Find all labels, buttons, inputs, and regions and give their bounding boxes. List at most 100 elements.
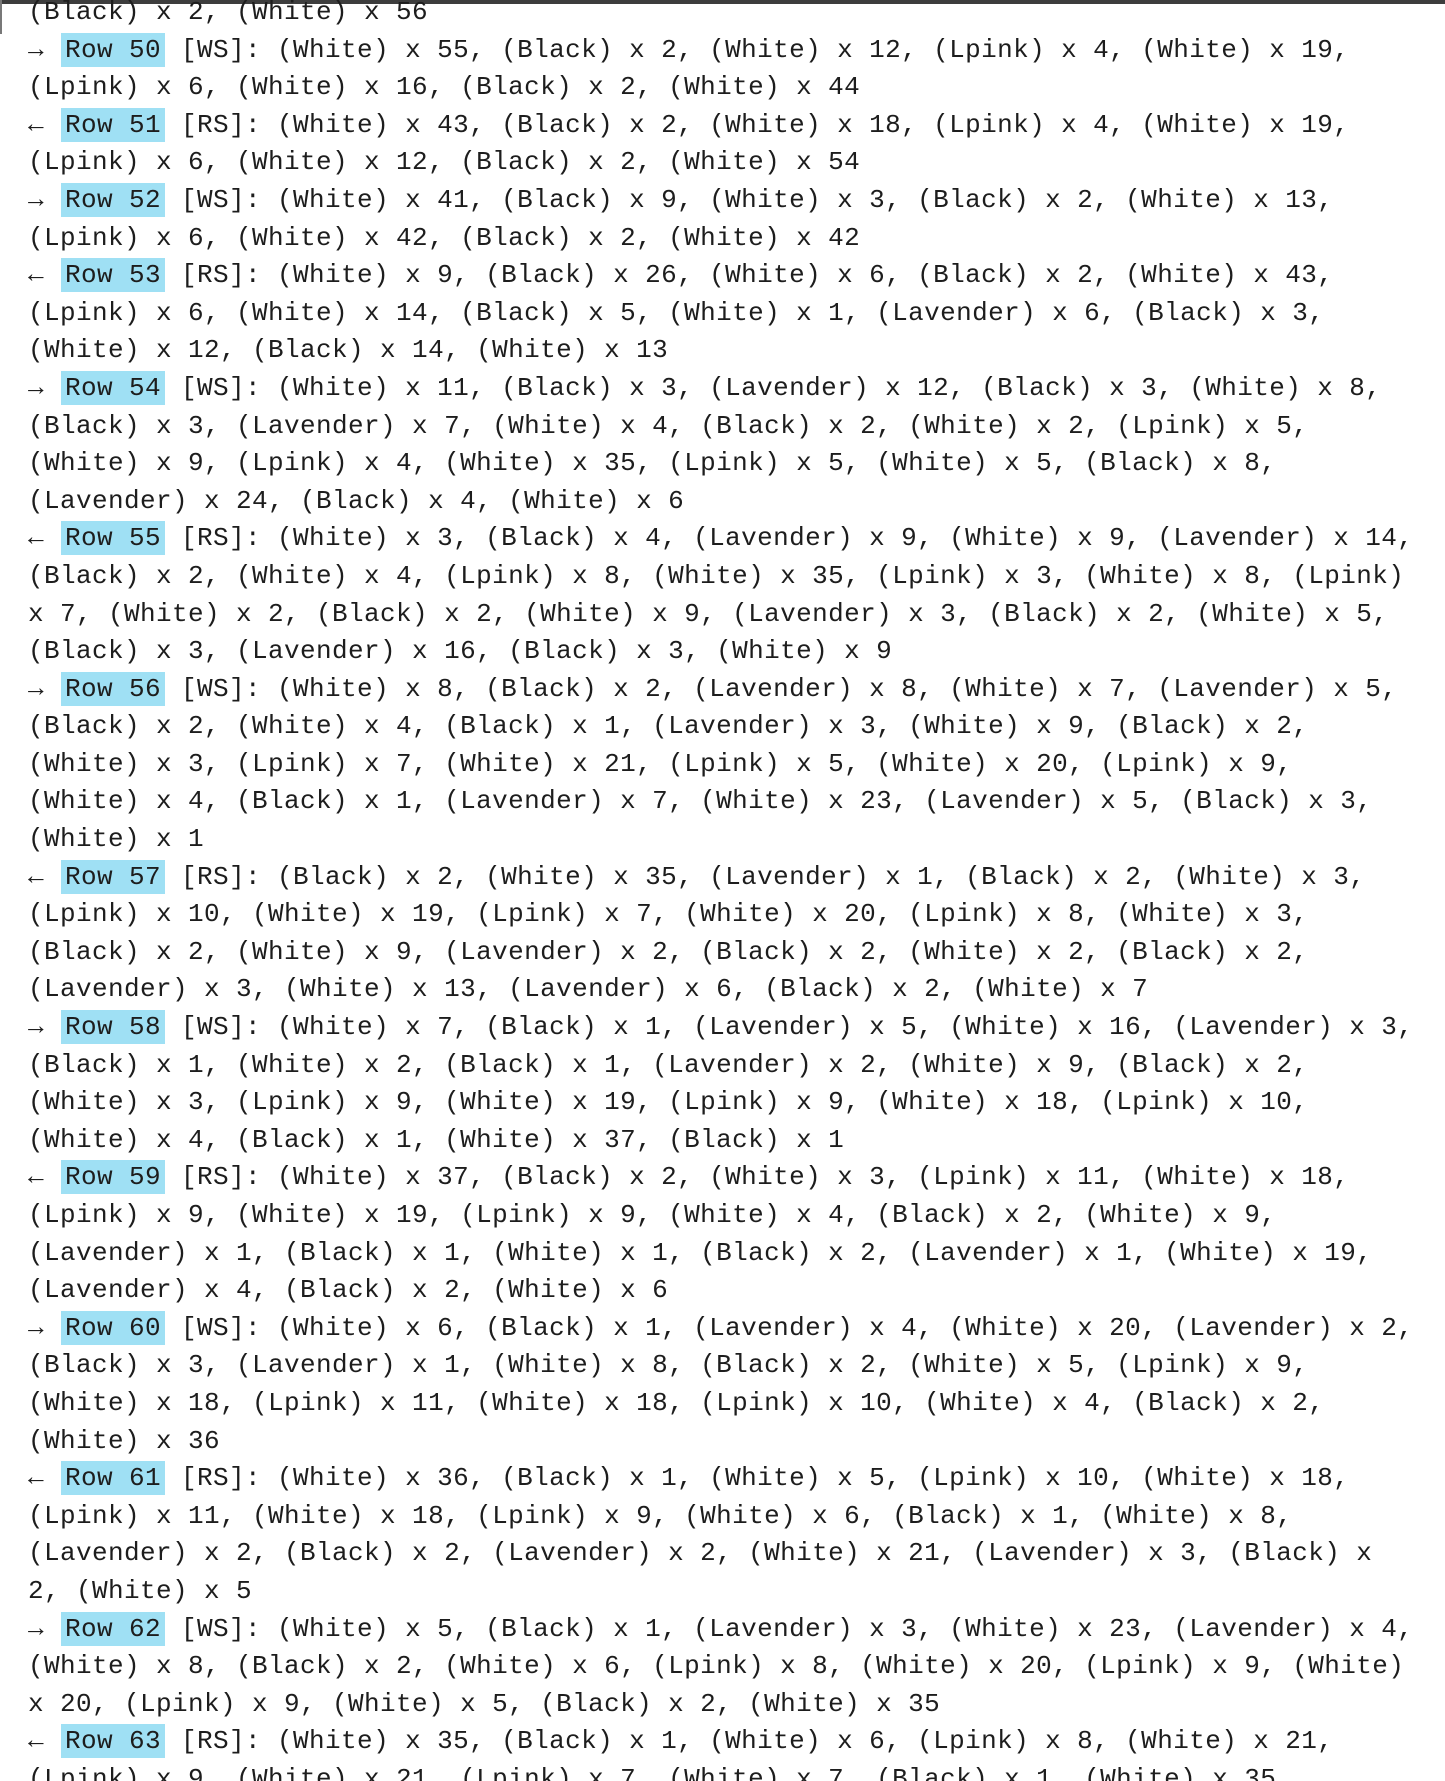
stitch-sequence-text: (White) x 12, (Black) x 14, (White) x 13 <box>28 335 669 366</box>
pattern-continuation-line: (Black) x 3, (Lavender) x 16, (Black) x … <box>28 633 1445 671</box>
row-number-highlight: Row 54 <box>61 370 166 405</box>
pattern-continuation-line: (Lpink) x 9, (White) x 19, (Lpink) x 9, … <box>28 1197 1445 1235</box>
arrow-left-icon: ← <box>28 523 61 554</box>
row-stitch-sequence: [WS]: (White) x 5, (Black) x 1, (Lavende… <box>165 1613 1414 1644</box>
row-stitch-sequence: [WS]: (White) x 11, (Black) x 3, (Lavend… <box>165 372 1382 403</box>
pattern-row-line: → Row 54 [WS]: (White) x 11, (Black) x 3… <box>28 370 1445 408</box>
row-number-highlight: Row 53 <box>61 258 166 293</box>
stitch-sequence-text: (Black) x 2, (White) x 4, (Black) x 1, (… <box>28 711 1309 742</box>
stitch-sequence-text: (Lavender) x 4, (Black) x 2, (White) x 6 <box>28 1275 669 1306</box>
arrow-right-icon: → <box>28 372 61 403</box>
arrow-left-icon: ← <box>28 109 61 140</box>
pattern-continuation-line: (White) x 3, (Lpink) x 7, (White) x 21, … <box>28 746 1445 784</box>
row-stitch-sequence: [RS]: (White) x 36, (Black) x 1, (White)… <box>165 1463 1350 1494</box>
stitch-sequence-text: (Lavender) x 3, (White) x 13, (Lavender)… <box>28 974 1149 1005</box>
pattern-continuation-line: (White) x 36 <box>28 1423 1445 1461</box>
pattern-continuation-line: (Lavender) x 3, (White) x 13, (Lavender)… <box>28 971 1445 1009</box>
pattern-row-line: → Row 60 [WS]: (White) x 6, (Black) x 1,… <box>28 1310 1445 1348</box>
stitch-sequence-text: (Black) x 1, (White) x 2, (Black) x 1, (… <box>28 1049 1309 1080</box>
page-left-border <box>0 0 2 34</box>
pattern-continuation-line: (Lpink) x 6, (White) x 16, (Black) x 2, … <box>28 69 1445 107</box>
stitch-sequence-text: x 7, (White) x 2, (Black) x 2, (White) x… <box>28 598 1389 629</box>
pattern-continuation-line: x 7, (White) x 2, (Black) x 2, (White) x… <box>28 596 1445 634</box>
pattern-continuation-line: (Lavender) x 1, (Black) x 1, (White) x 1… <box>28 1235 1445 1273</box>
stitch-sequence-text: (White) x 4, (Black) x 1, (White) x 37, … <box>28 1124 845 1155</box>
row-number-highlight: Row 60 <box>61 1310 166 1345</box>
stitch-sequence-text: (Lavender) x 1, (Black) x 1, (White) x 1… <box>28 1237 1373 1268</box>
row-number-highlight: Row 57 <box>61 859 166 894</box>
row-stitch-sequence: [RS]: (White) x 37, (Black) x 2, (White)… <box>165 1162 1350 1193</box>
stitch-sequence-text: (Lpink) x 6, (White) x 16, (Black) x 2, … <box>28 72 861 103</box>
pattern-continuation-line: (Lavender) x 4, (Black) x 2, (White) x 6 <box>28 1272 1445 1310</box>
stitch-sequence-text: (White) x 8, (Black) x 2, (White) x 6, (… <box>28 1651 1405 1682</box>
pattern-continuation-line: (White) x 18, (Lpink) x 11, (White) x 18… <box>28 1385 1445 1423</box>
row-stitch-sequence: [RS]: (White) x 43, (Black) x 2, (White)… <box>165 109 1350 140</box>
stitch-sequence-text: (Black) x 2, (White) x 4, (Lpink) x 8, (… <box>28 560 1405 591</box>
pattern-text-block: (Black) x 2, (White) x 56 → Row 50 [WS]: … <box>28 0 1445 1781</box>
row-number-highlight: Row 55 <box>61 521 166 556</box>
pattern-continuation-line: (Black) x 3, (Lavender) x 1, (White) x 8… <box>28 1347 1445 1385</box>
pattern-continuation-line: (White) x 1 <box>28 821 1445 859</box>
pattern-continuation-line: (Black) x 1, (White) x 2, (Black) x 1, (… <box>28 1047 1445 1085</box>
arrow-right-icon: → <box>28 673 61 704</box>
arrow-left-icon: ← <box>28 1463 61 1494</box>
stitch-sequence-text: x 20, (Lpink) x 9, (White) x 5, (Black) … <box>28 1688 941 1719</box>
pattern-continuation-line: (Lpink) x 9, (White) x 21, (Lpink) x 7, … <box>28 1761 1445 1781</box>
pattern-continuation-line: (Lpink) x 6, (White) x 14, (Black) x 5, … <box>28 295 1445 333</box>
pattern-row-line: ← Row 59 [RS]: (White) x 37, (Black) x 2… <box>28 1159 1445 1197</box>
stitch-sequence-text: (Lavender) x 2, (Black) x 2, (Lavender) … <box>28 1538 1373 1569</box>
pattern-row-line: → Row 56 [WS]: (White) x 8, (Black) x 2,… <box>28 671 1445 709</box>
pattern-row-line: ← Row 55 [RS]: (White) x 3, (Black) x 4,… <box>28 520 1445 558</box>
stitch-sequence-text: (Lavender) x 24, (Black) x 4, (White) x … <box>28 485 685 516</box>
pattern-row-line: ← Row 57 [RS]: (Black) x 2, (White) x 35… <box>28 859 1445 897</box>
pattern-continuation-line: (White) x 8, (Black) x 2, (White) x 6, (… <box>28 1648 1445 1686</box>
row-stitch-sequence: [WS]: (White) x 8, (Black) x 2, (Lavende… <box>165 673 1398 704</box>
arrow-right-icon: → <box>28 184 61 215</box>
row-number-highlight: Row 58 <box>61 1010 166 1045</box>
stitch-sequence-text: (Black) x 2, (White) x 9, (Lavender) x 2… <box>28 936 1309 967</box>
stitch-sequence-text: (White) x 1 <box>28 824 205 855</box>
arrow-right-icon: → <box>28 34 61 65</box>
pattern-continuation-line: (Lavender) x 24, (Black) x 4, (White) x … <box>28 483 1445 521</box>
pattern-row-line: ← Row 63 [RS]: (White) x 35, (Black) x 1… <box>28 1723 1445 1761</box>
row-number-highlight: Row 62 <box>61 1611 166 1646</box>
arrow-right-icon: → <box>28 1012 61 1043</box>
stitch-sequence-text: (Lpink) x 6, (White) x 14, (Black) x 5, … <box>28 297 1325 328</box>
pattern-continuation-line: (White) x 4, (Black) x 1, (White) x 37, … <box>28 1122 1445 1160</box>
stitch-sequence-text: (Lpink) x 9, (White) x 19, (Lpink) x 9, … <box>28 1200 1277 1230</box>
pattern-continuation-line: (Black) x 3, (Lavender) x 7, (White) x 4… <box>28 408 1445 446</box>
row-number-highlight: Row 51 <box>61 107 166 142</box>
row-stitch-sequence: [WS]: (White) x 7, (Black) x 1, (Lavende… <box>165 1012 1414 1043</box>
row-number-highlight: Row 63 <box>61 1724 166 1759</box>
pattern-row-line: ← Row 53 [RS]: (White) x 9, (Black) x 26… <box>28 257 1445 295</box>
pattern-continuation-line: x 20, (Lpink) x 9, (White) x 5, (Black) … <box>28 1686 1445 1724</box>
row-number-highlight: Row 59 <box>61 1160 166 1195</box>
stitch-sequence-text: (Black) x 3, (Lavender) x 16, (Black) x … <box>28 636 893 667</box>
row-number-highlight: Row 50 <box>61 32 166 67</box>
arrow-right-icon: → <box>28 1613 61 1644</box>
row-number-highlight: Row 56 <box>61 671 166 706</box>
pattern-continuation-line: (Lpink) x 11, (White) x 18, (Lpink) x 9,… <box>28 1498 1445 1536</box>
arrow-left-icon: ← <box>28 861 61 892</box>
pattern-continuation-line: (White) x 9, (Lpink) x 4, (White) x 35, … <box>28 445 1445 483</box>
pattern-row-line: → Row 58 [WS]: (White) x 7, (Black) x 1,… <box>28 1009 1445 1047</box>
pattern-continuation-line: (Black) x 2, (White) x 9, (Lavender) x 2… <box>28 934 1445 972</box>
arrow-left-icon: ← <box>28 1726 61 1757</box>
row-stitch-sequence: [WS]: (White) x 55, (Black) x 2, (White)… <box>165 34 1350 65</box>
pattern-continuation-line: (Lpink) x 10, (White) x 19, (Lpink) x 7,… <box>28 896 1445 934</box>
stitch-sequence-text: (Lpink) x 10, (White) x 19, (Lpink) x 7,… <box>28 899 1309 930</box>
arrow-right-icon: → <box>28 1312 61 1343</box>
stitch-sequence-text: (Lpink) x 11, (White) x 18, (Lpink) x 9,… <box>28 1500 1293 1531</box>
stitch-sequence-text: (Lpink) x 6, (White) x 12, (Black) x 2, … <box>28 147 861 178</box>
pattern-row-line: ← Row 51 [RS]: (White) x 43, (Black) x 2… <box>28 107 1445 145</box>
pattern-continuation-line: (White) x 3, (Lpink) x 9, (White) x 19, … <box>28 1084 1445 1122</box>
pattern-continuation-line: (Black) x 2, (White) x 56 <box>28 0 1445 32</box>
pattern-row-line: → Row 50 [WS]: (White) x 55, (Black) x 2… <box>28 32 1445 70</box>
stitch-sequence-text: (Black) x 3, (Lavender) x 7, (White) x 4… <box>28 410 1309 441</box>
arrow-left-icon: ← <box>28 1162 61 1193</box>
row-stitch-sequence: [WS]: (White) x 6, (Black) x 1, (Lavende… <box>165 1312 1414 1343</box>
pattern-continuation-line: 2, (White) x 5 <box>28 1573 1445 1611</box>
page-top-border <box>0 0 1445 4</box>
pattern-row-line: → Row 52 [WS]: (White) x 41, (Black) x 9… <box>28 182 1445 220</box>
stitch-sequence-text: (White) x 4, (Black) x 1, (Lavender) x 7… <box>28 786 1373 817</box>
